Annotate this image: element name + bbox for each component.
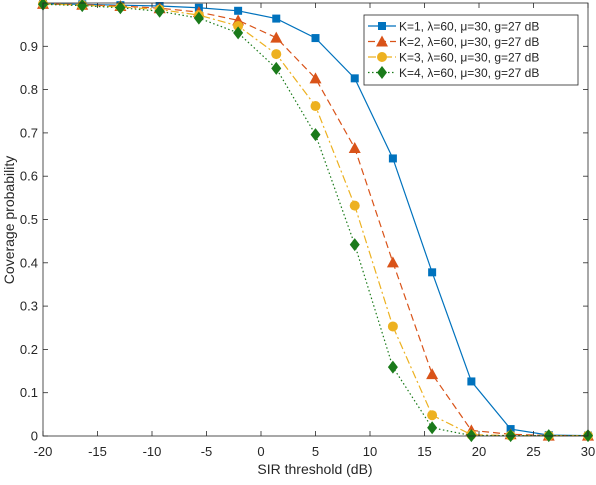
y-tick-label: 0.7 [20,125,38,140]
x-tick-label: 10 [363,444,377,459]
series-1-point [428,268,437,277]
legend-entry-1: K=1, λ=60, μ=30, g=27 dB [368,20,539,34]
x-tick-label: -5 [201,444,213,459]
series-1-point [388,154,397,163]
x-tick-label: -10 [143,444,162,459]
x-tick-label: -20 [34,444,53,459]
y-axis-label: Coverage probability [1,156,17,284]
series-4-point [466,429,477,443]
legend-marker [377,66,387,79]
y-tick-label: 0.5 [20,212,38,227]
series-3-point [349,200,360,211]
axes-layer: -20 -15 -10 -5 0 5 10 15 20 25 30 0 0.1 0.2 0.3 0.4 0.5 0… [20,2,595,459]
series-4-point [427,421,438,435]
series-3-point [310,101,321,112]
legend-label: K=4, λ=60, μ=30, g=27 dB [399,66,539,80]
series-4-point [115,1,126,15]
legend-marker [377,52,387,62]
x-tick-label: 15 [417,444,431,459]
x-tick-label: -15 [88,444,107,459]
legend-entry-3: K=3, λ=60, μ=30, g=27 dB [368,51,539,65]
x-tick-label: 30 [581,444,595,459]
series-3-point [427,410,438,421]
series-2-point [386,256,399,268]
y-tick-label: 0.4 [20,255,38,270]
series-2-line [42,3,588,437]
series-4-point [543,429,554,443]
series-4-point [387,360,398,374]
series-4-point [233,26,244,40]
series-3-point [233,20,244,31]
y-tick-label: 0.9 [20,39,38,54]
series-layer [37,0,594,443]
x-axis-label: SIR threshold (dB) [257,461,372,477]
x-tick-label: 0 [257,444,264,459]
legend-label: K=2, λ=60, μ=30, g=27 dB [399,35,539,49]
y-tick-label: 0.1 [20,385,38,400]
y-tick-label: 0 [31,429,38,444]
legend-label: K=1, λ=60, μ=30, g=27 dB [399,20,539,34]
series-2-point [309,72,322,84]
series-1-point [311,34,320,43]
x-tick-label: 5 [312,444,319,459]
legend-marker [376,35,388,47]
series-2-point [426,368,439,380]
series-4-point [349,238,360,252]
legend-box [363,14,579,86]
y-tick-label: 0.2 [20,342,38,357]
series-1-point [234,6,243,15]
legend: K=1, λ=60, μ=30, g=27 dBK=2, λ=60, μ=30,… [363,14,579,86]
series-1-point [272,14,281,23]
series-4-point [271,61,282,75]
legend-entry-2: K=2, λ=60, μ=30, g=27 dB [368,35,539,49]
series-3-point [271,49,282,60]
series-1-point [467,377,476,386]
y-tick-label: 0.6 [20,169,38,184]
y-tick-label: 0.8 [20,82,38,97]
series-4-point [154,4,165,18]
series-4-point [310,128,321,142]
legend-entry-4: K=4, λ=60, μ=30, g=27 dB [368,66,539,80]
legend-marker [378,22,386,30]
series-4-point [505,429,516,443]
series-2-point [348,142,361,154]
legend-label: K=3, λ=60, μ=30, g=27 dB [399,51,539,65]
x-tick-label: 20 [472,444,486,459]
series-2-point [270,31,283,43]
x-tick-label: 25 [526,444,540,459]
series-3-point [387,321,398,332]
series-4-point [193,11,204,25]
y-tick-label: 0.3 [20,299,38,314]
series-1-point [350,74,359,83]
